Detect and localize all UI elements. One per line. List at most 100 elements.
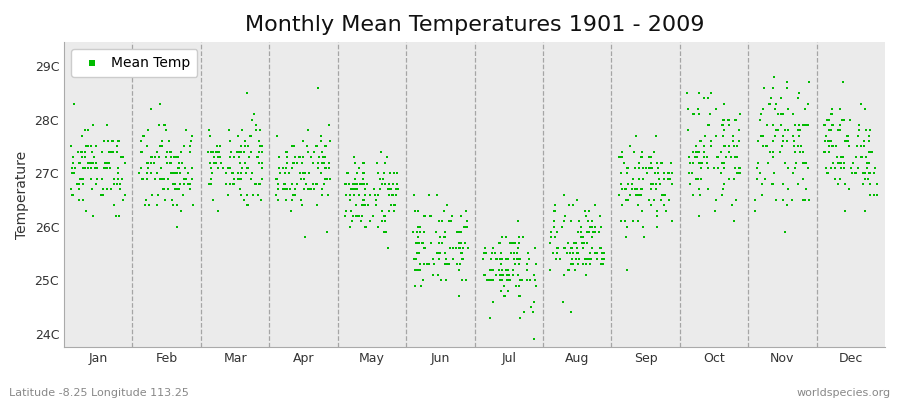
Mean Temp (223, 181, 238, 187)
Mean Temp (550, 250, 564, 257)
Mean Temp (87, 165, 102, 171)
Mean Temp (435, 240, 449, 246)
Mean Temp (244, 149, 258, 155)
Mean Temp (449, 245, 464, 251)
Mean Temp (153, 175, 167, 182)
Mean Temp (858, 106, 872, 112)
Mean Temp (390, 170, 404, 176)
Mean Temp (759, 143, 773, 150)
Mean Temp (437, 234, 452, 241)
Mean Temp (544, 229, 559, 235)
Mean Temp (343, 224, 357, 230)
Mean Temp (652, 181, 667, 187)
Mean Temp (307, 149, 321, 155)
Mean Temp (520, 277, 535, 284)
Mean Temp (233, 159, 248, 166)
Mean Temp (550, 229, 564, 235)
Mean Temp (564, 261, 579, 267)
Mean Temp (796, 175, 810, 182)
Mean Temp (452, 240, 466, 246)
Mean Temp (275, 186, 290, 192)
Mean Temp (323, 175, 338, 182)
Mean Temp (413, 266, 428, 273)
Mean Temp (213, 159, 228, 166)
Mean Temp (437, 229, 452, 235)
Mean Temp (457, 240, 472, 246)
Mean Temp (102, 149, 116, 155)
Mean Temp (715, 122, 729, 128)
Mean Temp (317, 181, 331, 187)
Mean Temp (570, 197, 584, 203)
Mean Temp (556, 298, 571, 305)
Mean Temp (567, 240, 581, 246)
Mean Temp (370, 159, 384, 166)
Mean Temp (494, 288, 508, 294)
Mean Temp (166, 154, 181, 160)
Mean Temp (66, 154, 80, 160)
Mean Temp (800, 122, 814, 128)
Mean Temp (205, 149, 220, 155)
Mean Temp (491, 266, 506, 273)
Mean Temp (828, 165, 842, 171)
Mean Temp (682, 170, 697, 176)
Mean Temp (417, 261, 431, 267)
Mean Temp (416, 277, 430, 284)
Mean Temp (112, 138, 126, 144)
Mean Temp (204, 175, 219, 182)
Mean Temp (433, 250, 447, 257)
Mean Temp (842, 186, 856, 192)
Mean Temp (451, 229, 465, 235)
Mean Temp (496, 272, 510, 278)
Mean Temp (209, 149, 223, 155)
Mean Temp (665, 181, 680, 187)
Mean Temp (634, 154, 649, 160)
Mean Temp (310, 165, 325, 171)
Mean Temp (560, 250, 574, 257)
Mean Temp (255, 143, 269, 150)
Mean Temp (646, 181, 661, 187)
Mean Temp (292, 154, 306, 160)
Mean Temp (508, 282, 523, 289)
Mean Temp (250, 154, 265, 160)
Mean Temp (407, 256, 421, 262)
Mean Temp (499, 266, 513, 273)
Mean Temp (183, 143, 197, 150)
Mean Temp (519, 261, 534, 267)
Text: Latitude -8.25 Longitude 113.25: Latitude -8.25 Longitude 113.25 (9, 388, 189, 398)
Mean Temp (356, 159, 371, 166)
Mean Temp (726, 143, 741, 150)
Mean Temp (662, 197, 677, 203)
Mean Temp (363, 218, 377, 224)
Mean Temp (733, 165, 747, 171)
Mean Temp (802, 197, 816, 203)
Mean Temp (134, 165, 148, 171)
Mean Temp (656, 192, 670, 198)
Mean Temp (715, 192, 729, 198)
Mean Temp (550, 245, 564, 251)
Mean Temp (132, 170, 147, 176)
Mean Temp (642, 165, 656, 171)
Mean Temp (203, 181, 218, 187)
Mean Temp (450, 229, 464, 235)
Mean Temp (408, 266, 422, 273)
Mean Temp (656, 202, 670, 208)
Mean Temp (619, 197, 634, 203)
Mean Temp (780, 202, 795, 208)
Mean Temp (734, 111, 748, 118)
Mean Temp (651, 165, 665, 171)
Mean Temp (617, 186, 632, 192)
Mean Temp (423, 213, 437, 219)
Mean Temp (116, 154, 130, 160)
Mean Temp (789, 159, 804, 166)
Mean Temp (636, 234, 651, 241)
Mean Temp (631, 202, 645, 208)
Mean Temp (793, 149, 807, 155)
Mean Temp (751, 159, 765, 166)
Mean Temp (857, 138, 871, 144)
Mean Temp (860, 159, 874, 166)
Mean Temp (708, 132, 723, 139)
Mean Temp (389, 192, 403, 198)
Mean Temp (688, 154, 703, 160)
Mean Temp (386, 181, 400, 187)
Mean Temp (863, 127, 878, 134)
